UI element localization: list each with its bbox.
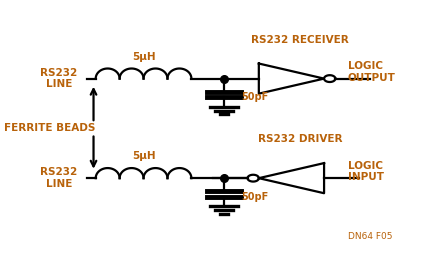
Text: RS232 DRIVER: RS232 DRIVER (257, 134, 342, 144)
Text: LOGIC
OUTPUT: LOGIC OUTPUT (347, 61, 395, 83)
Text: DN64 F05: DN64 F05 (347, 232, 391, 241)
Text: 5μH: 5μH (132, 151, 155, 161)
Text: RS232
LINE: RS232 LINE (40, 68, 77, 89)
Text: 50pF: 50pF (241, 192, 268, 202)
Text: LOGIC
INPUT: LOGIC INPUT (347, 161, 383, 182)
Text: 50pF: 50pF (241, 92, 268, 102)
Text: FERRITE BEADS: FERRITE BEADS (4, 123, 95, 133)
Text: RS232 RECEIVER: RS232 RECEIVER (251, 35, 348, 45)
Text: RS232
LINE: RS232 LINE (40, 167, 77, 189)
Text: 5μH: 5μH (132, 52, 155, 62)
